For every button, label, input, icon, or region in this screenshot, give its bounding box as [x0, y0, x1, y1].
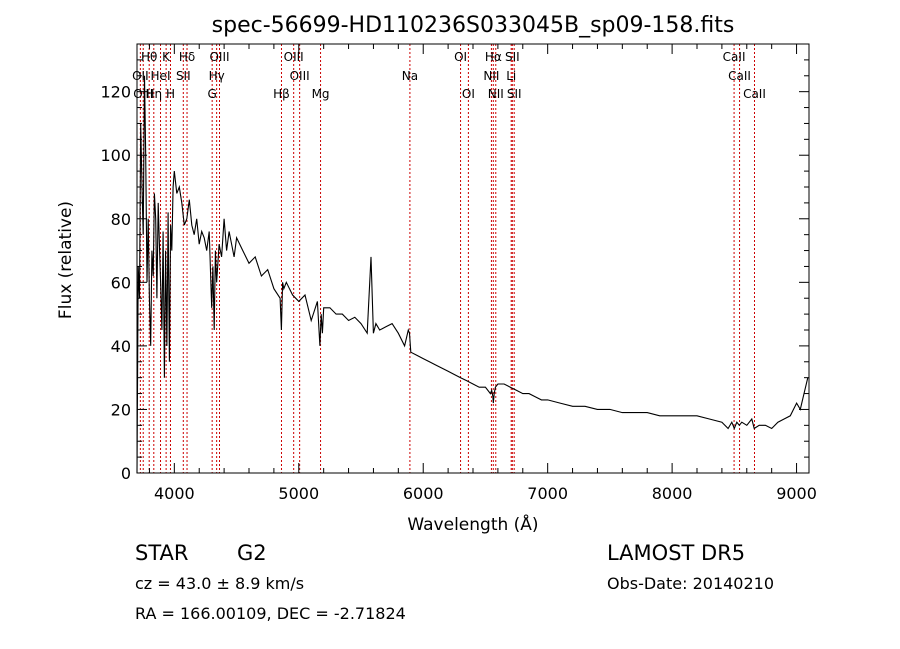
line-marker-label: G	[208, 87, 217, 101]
line-marker-label: SII	[505, 50, 520, 64]
x-tick-label: 4000	[154, 484, 195, 503]
line-marker-label: OIII	[290, 69, 310, 83]
line-marker-label: SII	[176, 69, 191, 83]
x-axis-ticks: 4000 5000 6000 7000 8000 9000	[148, 44, 817, 503]
line-marker-label: OIII	[209, 50, 229, 64]
line-marker-label: OI	[454, 50, 467, 64]
chart-title: spec-56699-HD110236S033045B_sp09-158.fit…	[212, 13, 735, 38]
object-class: STAR	[135, 541, 189, 565]
spectrum-line	[136, 75, 809, 474]
line-marker-label: HeI	[151, 69, 171, 83]
x-axis-label: Wavelength (Å)	[407, 513, 538, 535]
line-marker-label: Hβ	[273, 87, 290, 101]
y-tick-label: 40	[111, 337, 131, 356]
line-marker-label: NII	[488, 87, 504, 101]
y-tick-label: 80	[111, 210, 131, 229]
y-tick-label: 0	[121, 464, 131, 483]
x-tick-label: 8000	[652, 484, 693, 503]
y-axis-label: Flux (relative)	[56, 201, 76, 319]
subclass: G2	[237, 541, 267, 565]
line-marker-label: Na	[402, 69, 418, 83]
line-marker-label: Hθ	[141, 50, 157, 64]
redshift-value: cz = 43.0 ± 8.9 km/s	[135, 574, 305, 593]
observation-date: Obs-Date: 20140210	[607, 574, 775, 593]
line-marker-label: CaII	[723, 50, 746, 64]
line-marker-label: Hδ	[179, 50, 195, 64]
line-marker-label: K	[162, 50, 171, 64]
line-marker-label: OIII	[284, 50, 304, 64]
line-marker-label: NII	[483, 69, 499, 83]
y-tick-label: 60	[111, 273, 131, 292]
plot-frame	[136, 43, 810, 474]
x-tick-label: 5000	[278, 484, 319, 503]
x-tick-label: 7000	[527, 484, 568, 503]
survey-name: LAMOST DR5	[607, 541, 746, 565]
x-tick-label: 6000	[403, 484, 444, 503]
line-marker-label: Hα	[485, 50, 502, 64]
line-marker-label: Mg	[312, 87, 330, 101]
line-marker-label: CaII	[728, 69, 751, 83]
y-tick-label: 120	[100, 83, 131, 102]
coordinates: RA = 166.00109, DEC = -2.71824	[135, 604, 406, 623]
y-axis-ticks: 0 20 40 60 80 100 120	[100, 59, 809, 483]
line-marker-label: SII	[507, 87, 522, 101]
line-marker-label: OIII	[133, 87, 153, 101]
y-tick-label: 20	[111, 400, 131, 419]
line-marker-label: OI	[462, 87, 475, 101]
line-marker-label: Li	[506, 69, 516, 83]
line-marker-label: CaII	[743, 87, 766, 101]
emission-line-markers	[139, 44, 755, 473]
y-tick-label: 100	[100, 146, 131, 165]
line-marker-label: H	[166, 87, 175, 101]
line-marker-label: Hη	[145, 87, 162, 101]
line-marker-label: Hγ	[209, 69, 225, 83]
x-tick-label: 9000	[776, 484, 817, 503]
